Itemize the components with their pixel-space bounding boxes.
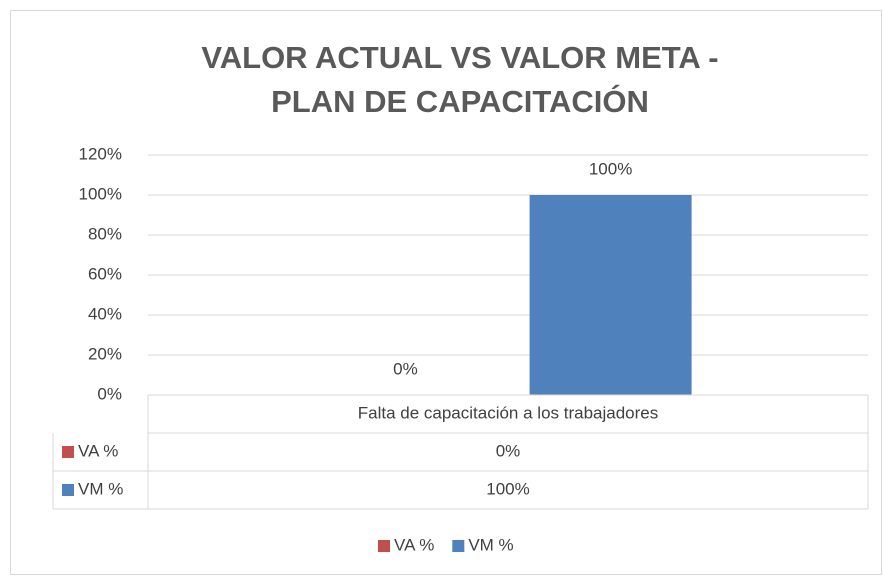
data-label: 0%: [393, 359, 418, 378]
legend-swatch: [452, 540, 465, 552]
y-tick-label: 120%: [79, 144, 122, 163]
y-tick-label: 80%: [88, 224, 122, 243]
y-tick-label: 100%: [79, 184, 122, 203]
legend-swatch: [378, 540, 390, 552]
chart-border: [10, 10, 882, 575]
table-legend-swatch: [62, 484, 74, 496]
table-series-name: VM %: [78, 479, 123, 498]
chart-title: VALOR ACTUAL VS VALOR META - PLAN DE CAP…: [201, 40, 719, 119]
y-tick-label: 20%: [88, 344, 122, 363]
category-label: Falta de capacitación a los trabajadores: [358, 403, 659, 422]
table-cell: 100%: [486, 479, 529, 498]
y-tick-label: 60%: [88, 264, 122, 283]
legend-label: VA %: [394, 535, 434, 554]
y-tick-label: 0%: [97, 384, 122, 403]
data-label: 100%: [589, 159, 632, 178]
table-series-name: VA %: [78, 441, 118, 460]
y-tick-label: 40%: [88, 304, 122, 323]
table-legend-swatch: [62, 446, 74, 458]
table-cell: 0%: [496, 441, 521, 460]
bar: [529, 195, 692, 395]
legend-label: VM %: [468, 535, 513, 554]
